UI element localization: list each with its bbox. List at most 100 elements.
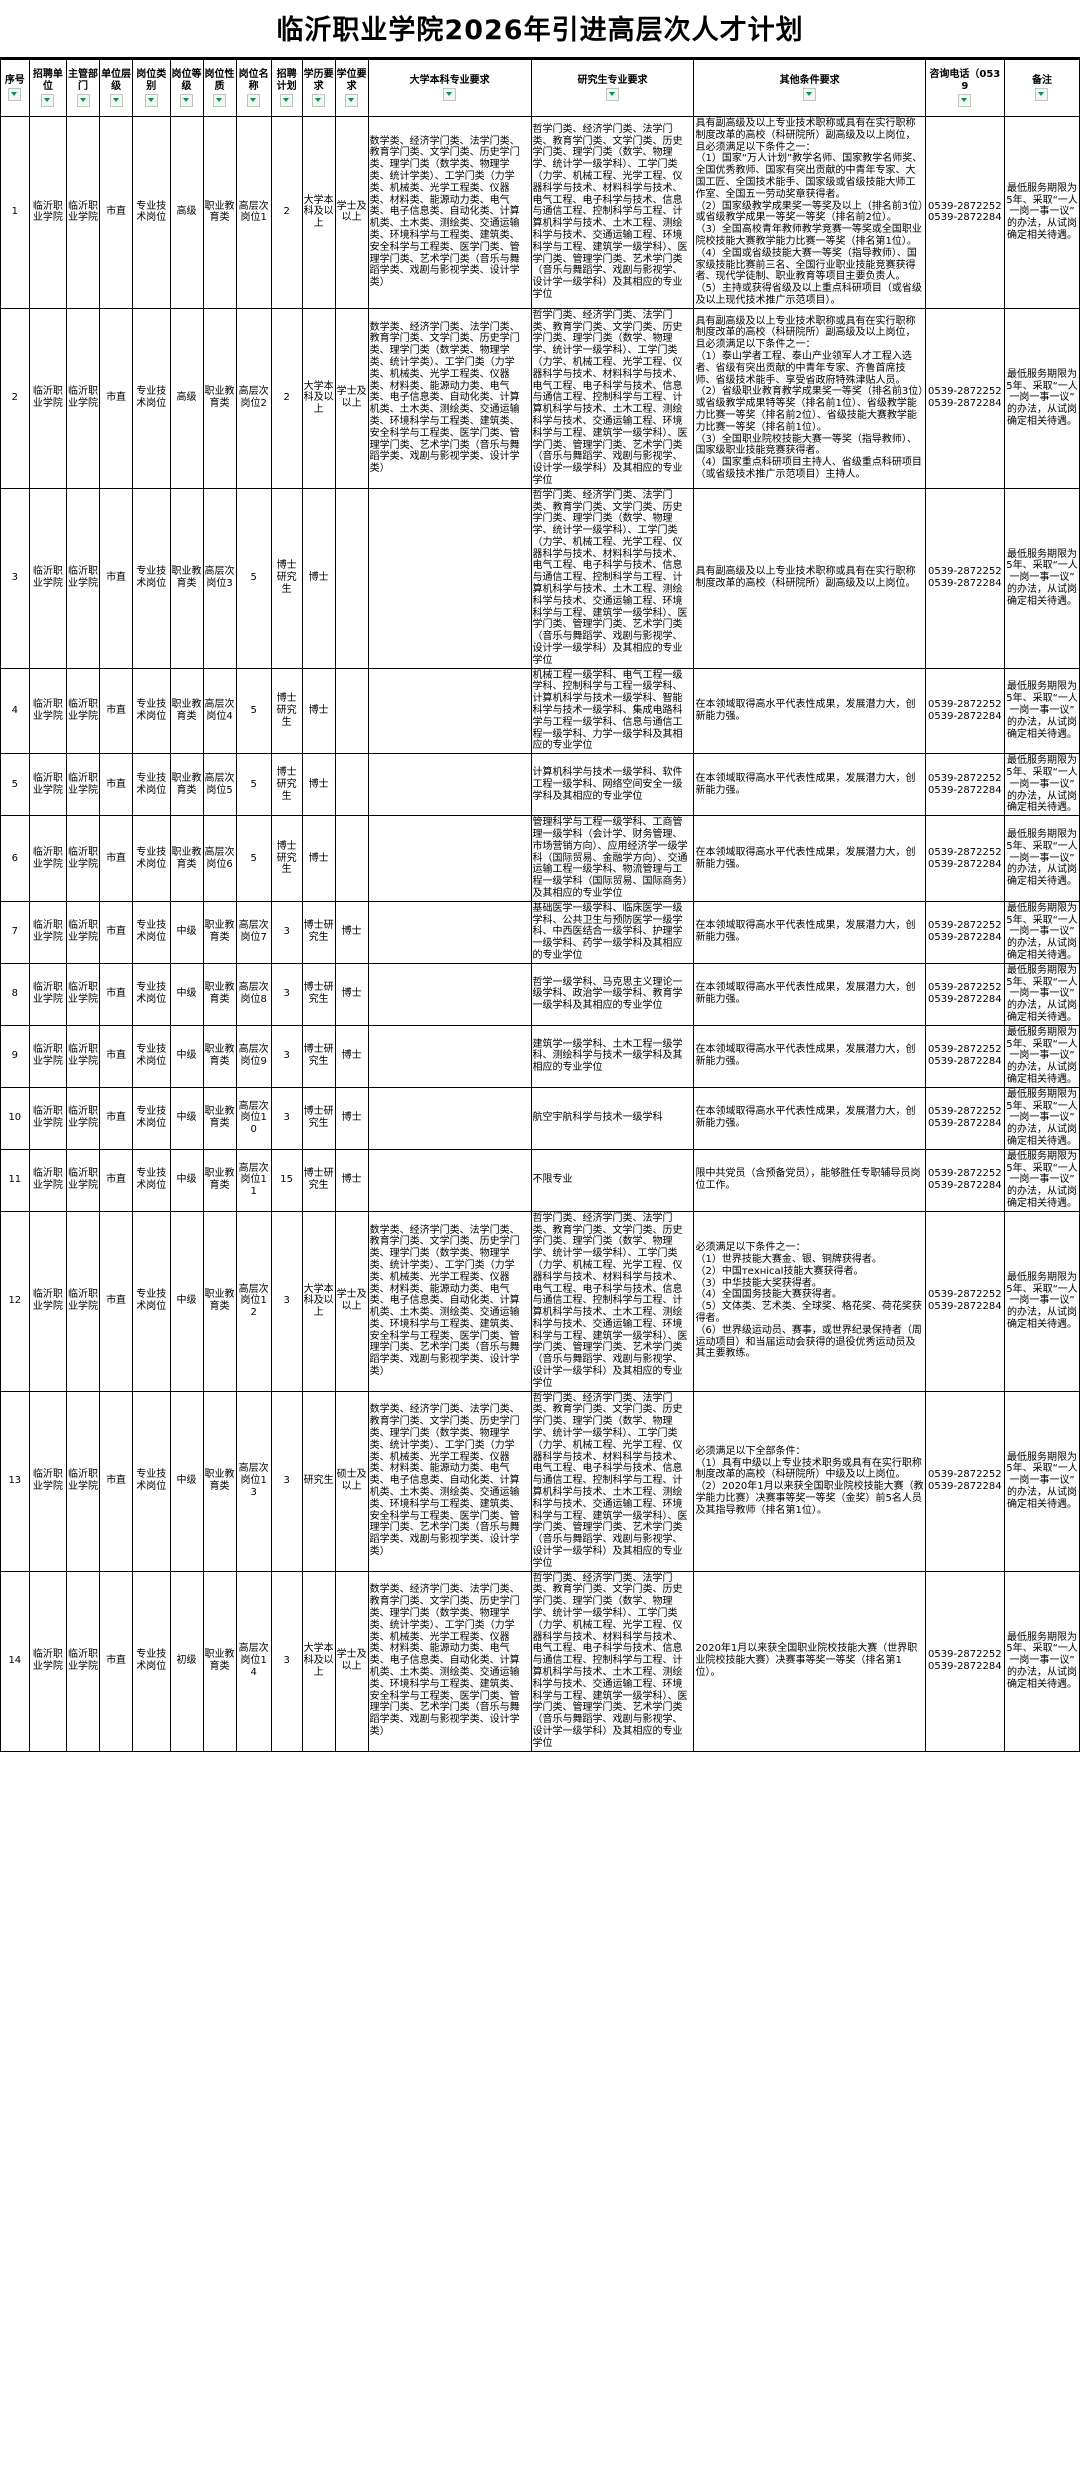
- cell-ug_major-row8[interactable]: [367, 962, 532, 1026]
- cell-plan-row1[interactable]: 2: [270, 116, 303, 309]
- cell-post_type-row9[interactable]: 专业技术岗位: [132, 1024, 171, 1088]
- cell-remark-row10[interactable]: 最低服务期限为5年、采取“一人一岗一事一议”的办法，从试岗确定相关待遇。: [1003, 1086, 1080, 1150]
- cell-remark-row1[interactable]: 最低服务期限为5年、采取“一人一岗一事一议”的办法，从试岗确定相关待遇。: [1003, 116, 1080, 309]
- table-row[interactable]: 5 临沂职业学院 临沂职业学院 市直 专业技术岗位 职业教育类 高层次岗位5 5 博士研究生 博士…: [0, 753, 1080, 817]
- cell-ug_major-row12[interactable]: 数学类、经济学门类、法学门类、教育学门类、文学门类、历史学门类、理学门类（数学类…: [367, 1210, 532, 1392]
- cell-plan-row14[interactable]: 3: [270, 1570, 303, 1752]
- cell-seq-row11[interactable]: 11: [0, 1148, 30, 1212]
- cell-remark-row3[interactable]: 最低服务期限为5年、采取“一人一岗一事一议”的办法，从试岗确定相关待遇。: [1003, 487, 1080, 669]
- cell-post_name-row8[interactable]: 高层次岗位8: [235, 962, 272, 1026]
- cell-post_type-row10[interactable]: 专业技术岗位: [132, 1086, 171, 1150]
- cell-level-row6[interactable]: 市直: [99, 815, 134, 902]
- cell-post_grade-row1[interactable]: 高级: [169, 116, 204, 309]
- cell-level-row1[interactable]: 市直: [99, 116, 134, 309]
- cell-seq-row5[interactable]: 5: [0, 753, 30, 817]
- cell-post_nature-row14[interactable]: 职业教育类: [202, 1570, 237, 1752]
- cell-post_name-row14[interactable]: 高层次岗位14: [235, 1570, 272, 1752]
- cell-phone-row11[interactable]: 0539-2872252 0539-2872284: [924, 1148, 1005, 1212]
- table-row[interactable]: 11 临沂职业学院 临沂职业学院 市直 专业技术岗位 中级 职业教育类 高层次岗位11 15 博士…: [0, 1148, 1080, 1212]
- cell-post_nature-row9[interactable]: 职业教育类: [202, 1024, 237, 1088]
- cell-pg_major-row4[interactable]: 机械工程一级学科、电气工程一级学科、控制科学与工程一级学科、计算机科学与技术一级…: [530, 667, 695, 755]
- cell-seq-row10[interactable]: 10: [0, 1086, 30, 1150]
- cell-post_grade-row3[interactable]: 职业教育类: [169, 487, 204, 669]
- filter-dropdown-icon[interactable]: [1035, 88, 1049, 102]
- cell-remark-row13[interactable]: 最低服务期限为5年、采取“一人一岗一事一议”的办法，从试岗确定相关待遇。: [1003, 1390, 1080, 1572]
- cell-level-row9[interactable]: 市直: [99, 1024, 134, 1088]
- column-header-unit[interactable]: 招聘单位: [28, 59, 68, 117]
- cell-remark-row11[interactable]: 最低服务期限为5年、采取“一人一岗一事一议”的办法，从试岗确定相关待遇。: [1003, 1148, 1080, 1212]
- column-header-degree[interactable]: 学位要求: [334, 59, 369, 117]
- cell-seq-row3[interactable]: 3: [0, 487, 30, 669]
- cell-degree-row9[interactable]: 博士: [334, 1024, 369, 1088]
- cell-unit-row4[interactable]: 临沂职业学院: [28, 667, 68, 755]
- cell-unit-row13[interactable]: 临沂职业学院: [28, 1390, 68, 1572]
- cell-edu-row6[interactable]: 博士: [301, 815, 336, 902]
- cell-phone-row10[interactable]: 0539-2872252 0539-2872284: [924, 1086, 1005, 1150]
- cell-other-row13[interactable]: 必须满足以下全部条件： （1）具有中级以上专业技术职务或具有在实行职称制度改革的…: [693, 1390, 926, 1572]
- cell-plan-row4[interactable]: 博士研究生: [270, 667, 303, 755]
- cell-remark-row12[interactable]: 最低服务期限为5年、采取“一人一岗一事一议”的办法，从试岗确定相关待遇。: [1003, 1210, 1080, 1392]
- cell-phone-row6[interactable]: 0539-2872252 0539-2872284: [924, 815, 1005, 902]
- cell-pg_major-row10[interactable]: 航空宇航科学与技术一级学科: [530, 1086, 695, 1150]
- cell-other-row3[interactable]: 具有副高级及以上专业技术职称或具有在实行职称制度改革的高校（科研院所）副高级及以…: [693, 487, 926, 669]
- cell-degree-row5[interactable]: [334, 753, 369, 817]
- cell-post_nature-row13[interactable]: 职业教育类: [202, 1390, 237, 1572]
- cell-post_name-row10[interactable]: 高层次岗位10: [235, 1086, 272, 1150]
- cell-ug_major-row9[interactable]: [367, 1024, 532, 1088]
- cell-ug_major-row1[interactable]: 数学类、经济学门类、法学门类、教育学门类、文学门类、历史学门类、理学门类（数学类…: [367, 116, 532, 309]
- cell-pg_major-row12[interactable]: 哲学门类、经济学门类、法学门类、教育学门类、文学门类、历史学门类、理学门类（数学…: [530, 1210, 695, 1392]
- cell-post_type-row4[interactable]: 专业技术岗位: [132, 667, 171, 755]
- cell-post_name-row6[interactable]: 5: [235, 815, 272, 902]
- column-header-pg_major[interactable]: 研究生专业要求: [530, 59, 695, 117]
- cell-post_grade-row13[interactable]: 中级: [169, 1390, 204, 1572]
- cell-post_grade-row2[interactable]: 高级: [169, 307, 204, 489]
- column-header-remark[interactable]: 备注: [1003, 59, 1080, 117]
- cell-plan-row6[interactable]: 博士研究生: [270, 815, 303, 902]
- cell-unit-row9[interactable]: 临沂职业学院: [28, 1024, 68, 1088]
- cell-seq-row9[interactable]: 9: [0, 1024, 30, 1088]
- table-row[interactable]: 9 临沂职业学院 临沂职业学院 市直 专业技术岗位 中级 职业教育类 高层次岗位9 3 博士研究生…: [0, 1024, 1080, 1088]
- cell-phone-row9[interactable]: 0539-2872252 0539-2872284: [924, 1024, 1005, 1088]
- cell-unit-row12[interactable]: 临沂职业学院: [28, 1210, 68, 1392]
- filter-dropdown-icon[interactable]: [312, 94, 326, 108]
- filter-dropdown-icon[interactable]: [280, 94, 294, 108]
- cell-unit-row6[interactable]: 临沂职业学院: [28, 815, 68, 902]
- cell-other-row8[interactable]: 在本领域取得高水平代表性成果，发展潜力大，创新能力强。: [693, 962, 926, 1026]
- cell-degree-row7[interactable]: 博士: [334, 900, 369, 964]
- cell-pg_major-row3[interactable]: 哲学门类、经济学门类、法学门类、教育学门类、文学门类、历史学门类、理学门类（数学…: [530, 487, 695, 669]
- cell-pg_major-row2[interactable]: 哲学门类、经济学门类、法学门类、教育学门类、文学门类、历史学门类、理学门类（数学…: [530, 307, 695, 489]
- cell-plan-row10[interactable]: 3: [270, 1086, 303, 1150]
- cell-ug_major-row14[interactable]: 数学类、经济学门类、法学门类、教育学门类、文学门类、历史学门类、理学门类（数学类…: [367, 1570, 532, 1752]
- cell-ug_major-row4[interactable]: [367, 667, 532, 755]
- cell-unit-row8[interactable]: 临沂职业学院: [28, 962, 68, 1026]
- filter-dropdown-icon[interactable]: [8, 88, 22, 102]
- cell-remark-row14[interactable]: 最低服务期限为5年、采取“一人一岗一事一议”的办法，从试岗确定相关待遇。: [1003, 1570, 1080, 1752]
- cell-post_type-row8[interactable]: 专业技术岗位: [132, 962, 171, 1026]
- cell-seq-row6[interactable]: 6: [0, 815, 30, 902]
- cell-dept-row6[interactable]: 临沂职业学院: [66, 815, 101, 902]
- cell-post_grade-row10[interactable]: 中级: [169, 1086, 204, 1150]
- cell-post_type-row6[interactable]: 专业技术岗位: [132, 815, 171, 902]
- cell-level-row8[interactable]: 市直: [99, 962, 134, 1026]
- filter-dropdown-icon[interactable]: [180, 94, 193, 108]
- cell-post_nature-row10[interactable]: 职业教育类: [202, 1086, 237, 1150]
- cell-dept-row13[interactable]: 临沂职业学院: [66, 1390, 101, 1572]
- cell-edu-row4[interactable]: 博士: [301, 667, 336, 755]
- cell-post_type-row1[interactable]: 专业技术岗位: [132, 116, 171, 309]
- filter-dropdown-icon[interactable]: [76, 94, 90, 108]
- cell-degree-row3[interactable]: [334, 487, 369, 669]
- cell-remark-row6[interactable]: 最低服务期限为5年、采取“一人一岗一事一议”的办法，从试岗确定相关待遇。: [1003, 815, 1080, 902]
- cell-post_type-row2[interactable]: 专业技术岗位: [132, 307, 171, 489]
- cell-edu-row12[interactable]: 大学本科及以上: [301, 1210, 336, 1392]
- cell-post_nature-row12[interactable]: 职业教育类: [202, 1210, 237, 1392]
- cell-post_type-row11[interactable]: 专业技术岗位: [132, 1148, 171, 1212]
- cell-other-row6[interactable]: 在本领域取得高水平代表性成果，发展潜力大，创新能力强。: [693, 815, 926, 902]
- cell-post_nature-row3[interactable]: 高层次岗位3: [202, 487, 237, 669]
- cell-seq-row7[interactable]: 7: [0, 900, 30, 964]
- cell-remark-row5[interactable]: 最低服务期限为5年、采取“一人一岗一事一议”的办法，从试岗确定相关待遇。: [1003, 753, 1080, 817]
- cell-level-row7[interactable]: 市直: [99, 900, 134, 964]
- cell-phone-row13[interactable]: 0539-2872252 0539-2872284: [924, 1390, 1005, 1572]
- cell-dept-row3[interactable]: 临沂职业学院: [66, 487, 101, 669]
- table-row[interactable]: 4 临沂职业学院 临沂职业学院 市直 专业技术岗位 职业教育类 高层次岗位4 5 博士研究生 博士…: [0, 667, 1080, 755]
- table-row[interactable]: 12 临沂职业学院 临沂职业学院 市直 专业技术岗位 中级 职业教育类 高层次岗位12 3 大学本…: [0, 1210, 1080, 1392]
